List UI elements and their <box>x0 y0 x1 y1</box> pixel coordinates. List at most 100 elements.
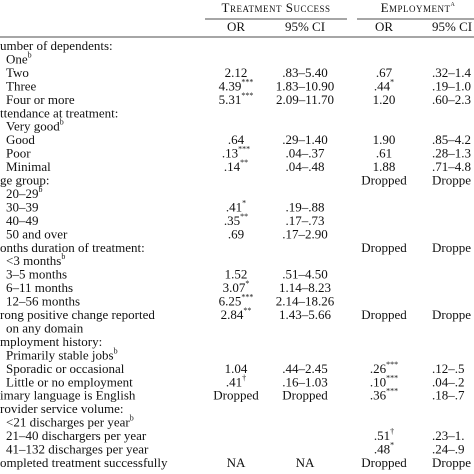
cell-sup: *** <box>386 373 398 382</box>
cell-sup: *** <box>241 91 253 100</box>
row-label-text: 20–29 <box>6 186 39 201</box>
cell: .35** <box>224 212 248 228</box>
cell-value: .69 <box>228 226 244 241</box>
cell-value: .35 <box>224 213 240 228</box>
cell-value: .41 <box>226 199 242 214</box>
row-label-text: Poor <box>6 146 31 161</box>
cell-value: .17–2.90 <box>282 226 328 241</box>
cell-value: .32–1.4 <box>432 65 472 80</box>
row-label: Primarily stable jobsb <box>6 346 118 362</box>
cell: .04–.2 <box>432 374 465 389</box>
row-label-text: ge group: <box>0 172 49 187</box>
cell-value: Dropped <box>282 388 328 403</box>
cell-value: NA <box>296 455 315 470</box>
cell-sup: *** <box>241 77 253 86</box>
cell-value: .14 <box>224 159 241 174</box>
cell: NA <box>227 455 246 470</box>
cell: .18–.7 <box>432 388 465 403</box>
cell-value: .04–.48 <box>286 159 325 174</box>
cell: .29–1.40 <box>282 132 328 147</box>
column-header: OR <box>227 19 245 34</box>
cell: .10*** <box>370 373 398 389</box>
cell-value: .23–1. <box>432 428 465 443</box>
row-label-text: on any domain <box>6 320 84 335</box>
row-label: <21 discharges per yearb <box>6 413 134 429</box>
cell: .41† <box>226 373 246 389</box>
cell-value: Dropped <box>213 388 259 403</box>
cell-value: 1.20 <box>373 92 396 107</box>
cell: Dropped <box>282 388 328 403</box>
cell: .44* <box>374 77 394 93</box>
cell: 1.04 <box>225 361 248 376</box>
cell-value: .36 <box>370 388 387 403</box>
cell-sup: ** <box>240 158 248 167</box>
cell: 2.12 <box>225 65 248 80</box>
row-label-text: 21–40 dischargers per year <box>6 428 147 443</box>
cell: 1.43–5.66 <box>279 307 332 322</box>
cell-value: .10 <box>370 374 386 389</box>
cell: .28–1.3 <box>432 146 471 161</box>
cell-value: Dropped <box>361 240 407 255</box>
cell: Dropped <box>361 240 407 255</box>
cell: .12–.5 <box>432 361 465 376</box>
cell: .17–.73 <box>286 213 325 228</box>
cell: .32–1.4 <box>432 65 472 80</box>
cell-sup: * <box>390 440 394 449</box>
cell-value: .67 <box>376 65 393 80</box>
cell-sup: * <box>390 77 394 86</box>
row-label: Oneb <box>6 50 32 66</box>
cell: .24–.9 <box>432 441 465 456</box>
cell: 1.14–8.23 <box>279 280 331 295</box>
cell-sup: *** <box>386 360 398 369</box>
cell-value: Droppe <box>432 455 471 470</box>
row-label-text: 6–11 months <box>6 280 73 295</box>
cell: Dropped <box>361 172 407 187</box>
row-label-text: Very good <box>6 119 60 134</box>
cell: .16–1.03 <box>282 374 328 389</box>
column-header: 95% CI <box>432 19 472 34</box>
cell-value: 6.25 <box>219 294 242 309</box>
cell: 6.25*** <box>219 292 254 308</box>
cell-value: .28–1.3 <box>432 146 471 161</box>
cell-value: .51 <box>374 428 390 443</box>
row-label-sup: b <box>114 346 118 355</box>
row-label: Three <box>6 78 37 93</box>
cell: .83–5.40 <box>282 65 328 80</box>
cell-value: 1.52 <box>225 267 248 282</box>
row-label-text: ttendance at treatment: <box>0 105 118 120</box>
cell-value: .04–.2 <box>432 374 465 389</box>
cell: 1.52 <box>225 267 248 282</box>
cell: Dropped <box>213 388 259 403</box>
cell: .51–4.50 <box>282 267 328 282</box>
cell-value: 2.84 <box>221 307 244 322</box>
row-label-text: 40–49 <box>6 213 39 228</box>
cell: 4.39*** <box>219 77 254 93</box>
cell-value: .13 <box>222 146 238 161</box>
row-label-text: imary language is English <box>0 388 136 403</box>
cell: 2.84** <box>221 306 252 322</box>
cell: .04–.37 <box>286 146 326 161</box>
cell-value: .16–1.03 <box>282 374 328 389</box>
row-label: ge group: <box>0 172 49 187</box>
group-title: Employment <box>381 0 451 15</box>
cell: 1.88 <box>373 159 396 174</box>
cell: 1.20 <box>373 92 396 107</box>
group-header: Treatment Success <box>222 0 331 15</box>
cell-value: 1.90 <box>373 132 396 147</box>
group-header: Employmenta <box>381 0 456 15</box>
cell-value: Droppe <box>432 307 471 322</box>
row-label: imary language is English <box>0 388 136 403</box>
row-label: Poor <box>6 146 31 161</box>
cell: 5.31*** <box>219 91 254 107</box>
cell: Dropped <box>361 455 407 470</box>
row-label-sup: b <box>61 252 65 261</box>
row-label: Good <box>6 132 35 147</box>
row-label-text: Four or more <box>6 92 75 107</box>
row-label: rovider service volume: <box>0 401 123 416</box>
cell-value: .24–.9 <box>432 441 465 456</box>
cell: .44–2.45 <box>282 361 328 376</box>
row-label-text: onths duration of treatment: <box>0 240 145 255</box>
row-label-text: Primarily stable jobs <box>6 347 114 362</box>
group-title: Treatment Success <box>222 0 331 15</box>
